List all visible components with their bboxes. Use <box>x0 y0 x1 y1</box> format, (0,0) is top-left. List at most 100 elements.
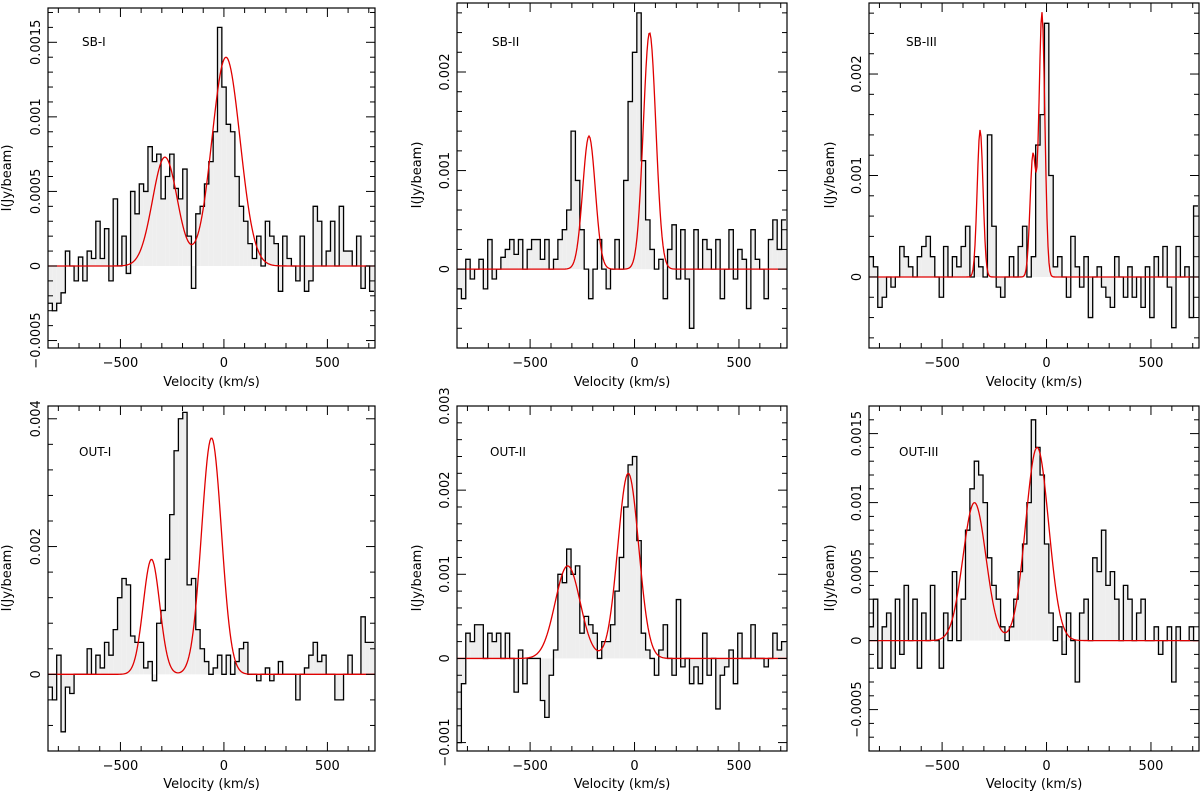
histogram-bar <box>234 661 240 675</box>
histogram-bar <box>91 258 96 266</box>
histogram-bar <box>239 206 244 266</box>
histogram-bar <box>1048 613 1054 641</box>
histogram-bar <box>728 229 734 270</box>
histogram-bar <box>645 650 650 659</box>
x-axis-label: Velocity (km/s) <box>986 777 1083 792</box>
histogram-bar <box>1022 226 1027 277</box>
histogram-bar <box>680 658 686 667</box>
histogram-bar <box>654 658 659 676</box>
histogram-bar <box>1097 266 1102 277</box>
histogram-bar <box>671 658 677 676</box>
histogram-bar <box>487 633 493 659</box>
histogram-bar <box>461 269 466 299</box>
histogram-bar <box>518 650 523 659</box>
histogram-bar <box>165 176 170 266</box>
histogram-bar <box>1149 276 1155 318</box>
histogram-bar <box>492 269 497 279</box>
histogram-bar <box>287 258 292 266</box>
histogram-bar <box>641 633 646 659</box>
histogram-bar <box>204 661 209 675</box>
histogram-bar <box>974 461 979 641</box>
histogram-bar <box>636 540 642 659</box>
histogram-bar <box>1083 599 1089 641</box>
histogram-bar <box>877 640 883 669</box>
y-axis-label: I(Jy/beam) <box>823 142 838 209</box>
histogram-bar <box>886 613 891 641</box>
histogram-bar <box>121 578 127 675</box>
histogram-bar <box>904 585 909 641</box>
histogram-bar <box>247 243 253 266</box>
histogram-bar <box>715 239 721 270</box>
histogram-bar <box>1176 626 1181 641</box>
panel-sb-ii: −500 0 500 0 0.001 0.002 SB-II Velocity (km/s… <box>410 2 788 390</box>
histogram-bar <box>1101 530 1106 641</box>
histogram-bar <box>496 633 501 659</box>
histogram-bar <box>680 229 686 270</box>
histogram-bar <box>182 169 188 266</box>
histogram-bar <box>1145 266 1150 277</box>
histogram-bar <box>108 265 114 281</box>
histogram-bar <box>347 655 353 675</box>
tick-marks <box>48 8 375 348</box>
x-tick-label: 500 <box>1139 759 1164 774</box>
histogram-bar <box>457 269 462 289</box>
histogram-bar <box>113 198 118 266</box>
histogram-bar <box>663 269 668 299</box>
histogram-bar <box>87 648 92 675</box>
histogram-bar <box>750 229 756 270</box>
histogram-bar <box>557 239 563 270</box>
histogram-bar <box>628 101 633 270</box>
histogram-bar <box>728 650 734 659</box>
x-tick-label: 0 <box>1042 759 1050 774</box>
y-tick-label: 0.002 <box>29 528 44 565</box>
panel-sb-i: −500 0 500 −0.0005 0 0.0005 0.001 0.0015 SB-I V… <box>0 7 376 390</box>
histogram-bar <box>182 412 188 675</box>
histogram-bar <box>921 613 927 641</box>
histogram-bar <box>1066 613 1071 641</box>
histogram-bar <box>117 597 122 675</box>
y-tick-label: 0.0015 <box>850 411 865 457</box>
histogram-bar <box>1083 256 1089 277</box>
histogram-bar <box>156 154 162 266</box>
histogram-bar <box>78 257 83 266</box>
histogram-bar <box>991 226 997 277</box>
y-tick-label: 0.001 <box>438 152 453 189</box>
histogram-bar <box>313 206 318 266</box>
histogram-bar <box>461 658 466 684</box>
x-tick-label: −500 <box>103 356 139 371</box>
histogram-bar <box>52 265 57 311</box>
histogram-bar <box>689 269 694 329</box>
histogram-bar <box>61 265 66 293</box>
tick-marks <box>869 3 1199 348</box>
histogram-bar <box>505 249 510 270</box>
histogram-bar <box>195 629 201 675</box>
histogram-bar <box>562 229 567 270</box>
histogram-bar <box>571 574 576 659</box>
histogram-bar <box>492 641 497 659</box>
histogram-bar <box>571 131 576 270</box>
histogram-bar <box>139 183 144 266</box>
histogram-bar <box>308 655 314 675</box>
histogram-bar <box>983 502 988 641</box>
panel-out-ii: −500 0 500 −0.001 0 0.001 0.002 0.003 OUT-II Ve… <box>410 387 788 792</box>
histogram-bar <box>527 249 532 270</box>
histogram-bar <box>200 648 205 675</box>
histogram-bar <box>996 276 1001 288</box>
histogram-bar <box>65 251 70 266</box>
histogram-bar <box>1158 640 1163 655</box>
histogram-bar <box>308 265 314 281</box>
y-tick-label: 0.0005 <box>29 169 44 215</box>
panel-label: OUT-II <box>490 445 526 459</box>
y-tick-label: 0.002 <box>850 55 865 92</box>
histogram-bar <box>1035 145 1041 277</box>
gaussian-fit-line <box>457 32 787 270</box>
histogram-bar <box>483 269 488 289</box>
histogram-bar <box>100 667 105 675</box>
histogram-bar <box>74 265 79 281</box>
panel-label: SB-III <box>906 35 937 49</box>
histogram-bar <box>746 269 751 309</box>
histogram-bar <box>584 616 589 659</box>
histogram-bar <box>295 265 301 281</box>
histogram-bar <box>1127 599 1133 641</box>
histogram-bar <box>304 667 309 675</box>
